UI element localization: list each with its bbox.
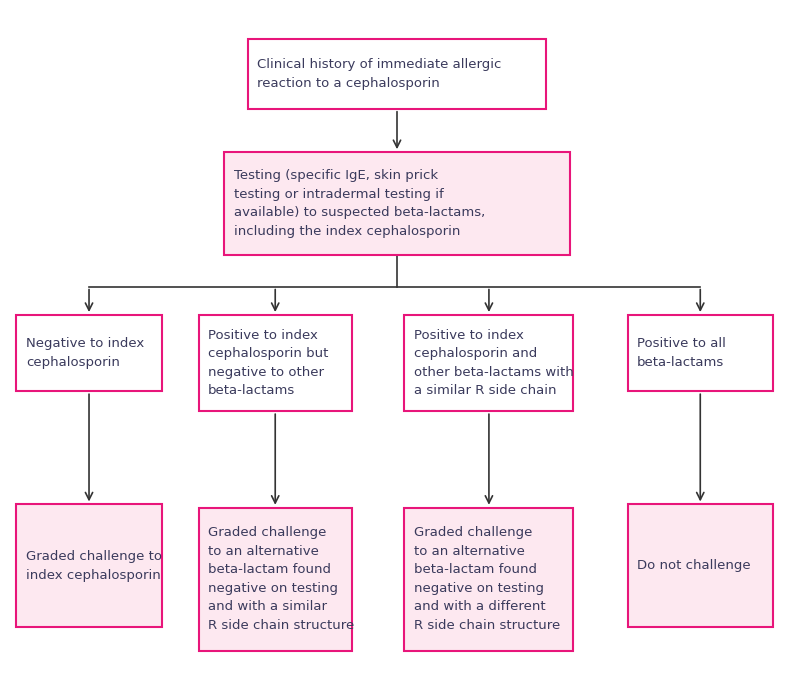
- FancyBboxPatch shape: [404, 315, 573, 411]
- FancyBboxPatch shape: [224, 152, 570, 255]
- Text: Positive to index
cephalosporin and
other beta-lactams with
a similar R side cha: Positive to index cephalosporin and othe…: [414, 329, 573, 397]
- FancyBboxPatch shape: [627, 504, 773, 627]
- FancyBboxPatch shape: [17, 504, 162, 627]
- FancyBboxPatch shape: [198, 315, 352, 411]
- Text: Graded challenge
to an alternative
beta-lactam found
negative on testing
and wit: Graded challenge to an alternative beta-…: [208, 526, 354, 632]
- FancyBboxPatch shape: [198, 507, 352, 651]
- FancyBboxPatch shape: [17, 315, 162, 391]
- Text: Graded challenge
to an alternative
beta-lactam found
negative on testing
and wit: Graded challenge to an alternative beta-…: [414, 526, 560, 632]
- Text: Do not challenge: Do not challenge: [637, 559, 750, 572]
- Text: Positive to all
beta-lactams: Positive to all beta-lactams: [637, 337, 726, 369]
- Text: Clinical history of immediate allergic
reaction to a cephalosporin: Clinical history of immediate allergic r…: [257, 58, 502, 90]
- Text: Negative to index
cephalosporin: Negative to index cephalosporin: [25, 337, 144, 369]
- FancyBboxPatch shape: [248, 39, 546, 109]
- Text: Testing (specific IgE, skin prick
testing or intradermal testing if
available) t: Testing (specific IgE, skin prick testin…: [233, 170, 485, 238]
- Text: Positive to index
cephalosporin but
negative to other
beta-lactams: Positive to index cephalosporin but nega…: [208, 329, 329, 397]
- FancyBboxPatch shape: [404, 507, 573, 651]
- Text: Graded challenge to
index cephalosporin: Graded challenge to index cephalosporin: [25, 550, 162, 581]
- FancyBboxPatch shape: [627, 315, 773, 391]
